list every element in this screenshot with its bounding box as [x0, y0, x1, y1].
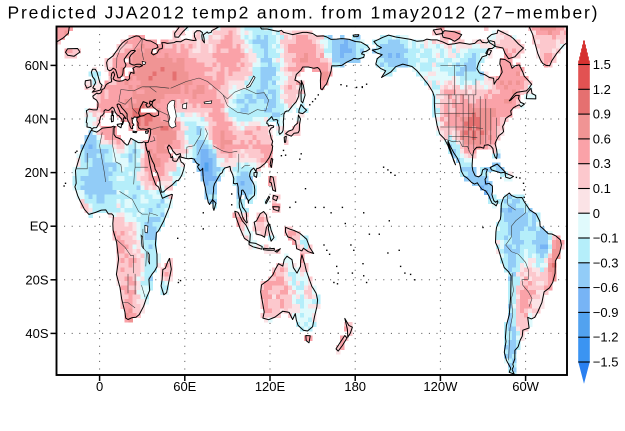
svg-text:EQ: EQ — [30, 219, 49, 234]
svg-text:60E: 60E — [173, 379, 196, 394]
svg-text:0.6: 0.6 — [593, 131, 611, 146]
svg-text:−0.1: −0.1 — [593, 231, 619, 246]
svg-text:180: 180 — [344, 379, 366, 394]
svg-text:−0.9: −0.9 — [593, 305, 619, 320]
svg-text:−0.3: −0.3 — [593, 255, 619, 270]
svg-text:20S: 20S — [25, 272, 48, 287]
svg-text:0.1: 0.1 — [593, 181, 611, 196]
svg-text:0: 0 — [96, 379, 103, 394]
svg-text:1.2: 1.2 — [593, 82, 611, 97]
svg-text:20N: 20N — [25, 165, 49, 180]
svg-text:120E: 120E — [255, 379, 286, 394]
svg-text:0: 0 — [593, 206, 600, 221]
svg-text:120W: 120W — [423, 379, 458, 394]
svg-text:60N: 60N — [25, 58, 49, 73]
svg-text:−0.6: −0.6 — [593, 280, 619, 295]
svg-text:−1.2: −1.2 — [593, 330, 619, 345]
svg-text:60W: 60W — [512, 379, 539, 394]
svg-text:1.5: 1.5 — [593, 57, 611, 72]
svg-text:40S: 40S — [25, 326, 48, 341]
svg-text:0.9: 0.9 — [593, 107, 611, 122]
svg-text:0.3: 0.3 — [593, 156, 611, 171]
svg-text:−1.5: −1.5 — [593, 355, 619, 370]
svg-text:Predicted JJA2012 temp2 anom.: Predicted JJA2012 temp2 anom. from 1may2… — [8, 3, 598, 23]
svg-text:40N: 40N — [25, 112, 49, 127]
